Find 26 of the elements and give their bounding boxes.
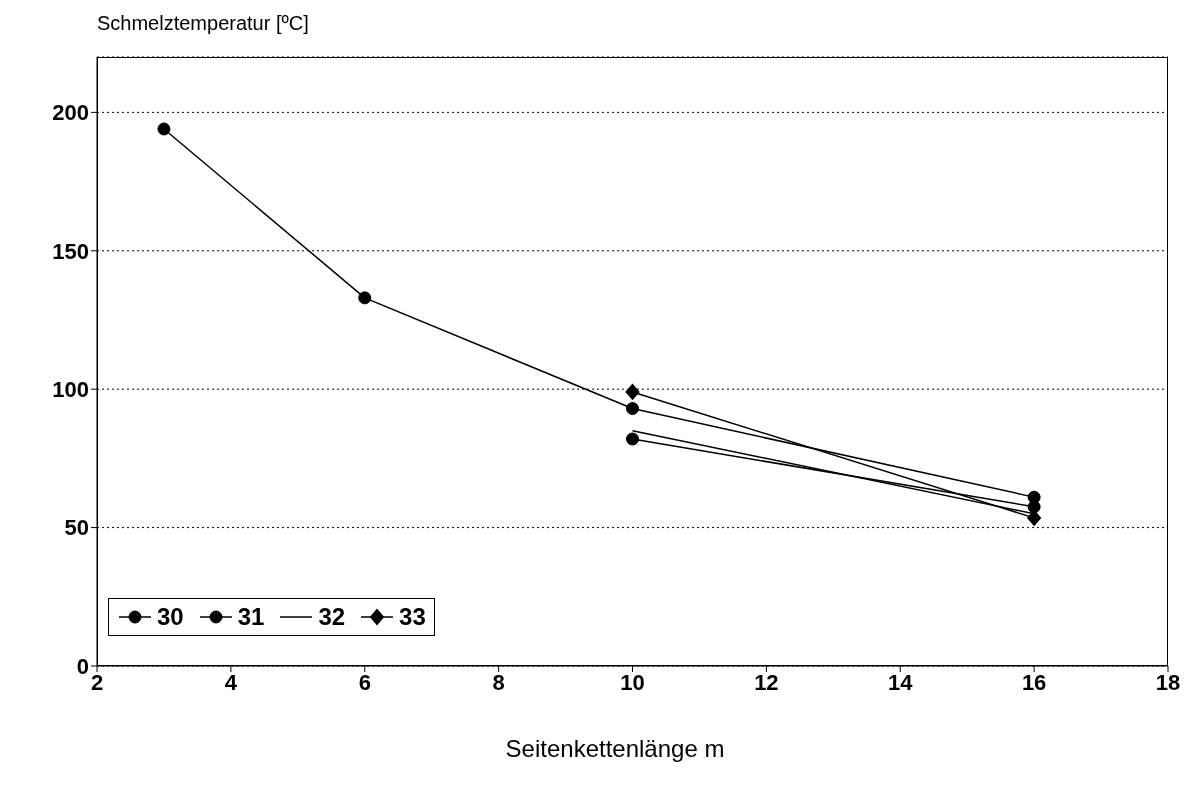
point	[626, 402, 639, 416]
x-tick-label: 4	[224, 669, 238, 695]
point	[358, 291, 372, 305]
y-tick-label: 0	[76, 653, 89, 679]
point	[157, 122, 171, 136]
x-tick-label: 12	[754, 669, 779, 695]
legend-label: 31	[236, 603, 265, 631]
point	[625, 383, 640, 401]
y-tick-label: 100	[52, 376, 89, 402]
y-tick-label: 200	[52, 100, 89, 126]
legend-label: 30	[156, 603, 184, 631]
y-tick-label: 150	[52, 238, 89, 264]
x-tick-label: 14	[888, 669, 914, 695]
y-tick-label: 50	[64, 515, 89, 541]
y-axis-title: Schmelztemperatur [ºC]	[97, 12, 309, 35]
x-tick-label: 10	[620, 669, 645, 695]
x-tick-label: 6	[358, 669, 371, 695]
point	[626, 432, 639, 446]
x-axis-title: Seitenkettenlänge m	[504, 735, 726, 763]
x-tick-label: 16	[1021, 669, 1047, 695]
legend-label: 33	[398, 603, 426, 631]
legend-label: 32	[317, 603, 346, 631]
x-tick-label: 18	[1155, 669, 1181, 695]
x-tick-label: 2	[90, 669, 104, 695]
point	[1027, 500, 1041, 514]
x-tick-label: 8	[492, 669, 505, 695]
